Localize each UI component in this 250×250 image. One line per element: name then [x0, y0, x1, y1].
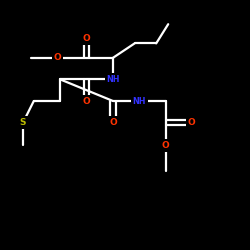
- Text: O: O: [109, 118, 117, 127]
- Text: NH: NH: [106, 75, 120, 84]
- Text: O: O: [162, 141, 170, 150]
- Text: S: S: [20, 118, 26, 127]
- Text: O: O: [83, 34, 90, 43]
- Text: O: O: [54, 53, 62, 62]
- Text: O: O: [187, 118, 195, 127]
- Text: NH: NH: [133, 96, 146, 106]
- Text: O: O: [83, 96, 90, 106]
